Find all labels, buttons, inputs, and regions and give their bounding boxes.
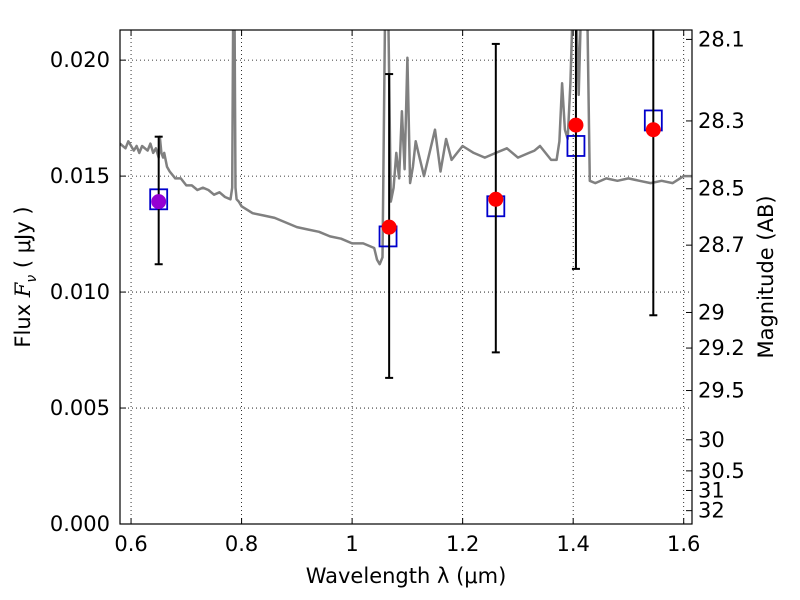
observed-flux-point — [488, 191, 504, 207]
y-tick-label: 0.010 — [50, 280, 110, 304]
y-tick-label: 0.000 — [50, 512, 110, 536]
mag-tick-label: 31 — [698, 478, 725, 502]
x-tick-label: 1.2 — [446, 532, 479, 556]
mag-tick-label: 28.1 — [698, 27, 745, 51]
observed-flux-point — [151, 194, 167, 210]
mag-tick-label: 29 — [698, 300, 725, 324]
y-tick-label: 0.020 — [50, 48, 110, 72]
plot-frame — [119, 29, 693, 525]
mag-tick-label: 29.2 — [698, 336, 745, 360]
y-axis-title: Flux Fν ( μJy ) — [11, 206, 40, 347]
x-tick-label: 1.6 — [667, 532, 700, 556]
mag-tick-label: 32 — [698, 499, 725, 523]
tick-labels: 0.6 0.8 1 1.2 1.4 1.6 0.000 0.005 0.010 0.015 0.02… — [50, 27, 745, 556]
y2-axis-title: Magnitude (AB) — [754, 195, 778, 358]
observed-flux-point — [645, 122, 661, 138]
x-tick-label: 0.8 — [225, 532, 258, 556]
data-layer — [120, 30, 692, 379]
mag-tick-label: 28.3 — [698, 109, 745, 133]
mag-tick-label: 28.5 — [698, 177, 745, 201]
observed-flux-point — [568, 117, 584, 133]
y-tick-label: 0.015 — [50, 164, 110, 188]
y-tick-label: 0.005 — [50, 396, 110, 420]
mag-tick-label: 30.5 — [698, 459, 745, 483]
mag-tick-label: 29.5 — [698, 379, 745, 403]
x-tick-label: 0.6 — [114, 532, 147, 556]
x-tick-label: 1 — [345, 532, 358, 556]
x-axis-title: Wavelength λ (μm) — [306, 564, 507, 588]
mag-tick-label: 30 — [698, 428, 725, 452]
ticks — [120, 30, 692, 525]
sed-line — [120, 30, 692, 266]
x-tick-label: 1.4 — [556, 532, 589, 556]
mag-tick-label: 28.7 — [698, 233, 745, 257]
observed-flux-point — [381, 219, 397, 235]
